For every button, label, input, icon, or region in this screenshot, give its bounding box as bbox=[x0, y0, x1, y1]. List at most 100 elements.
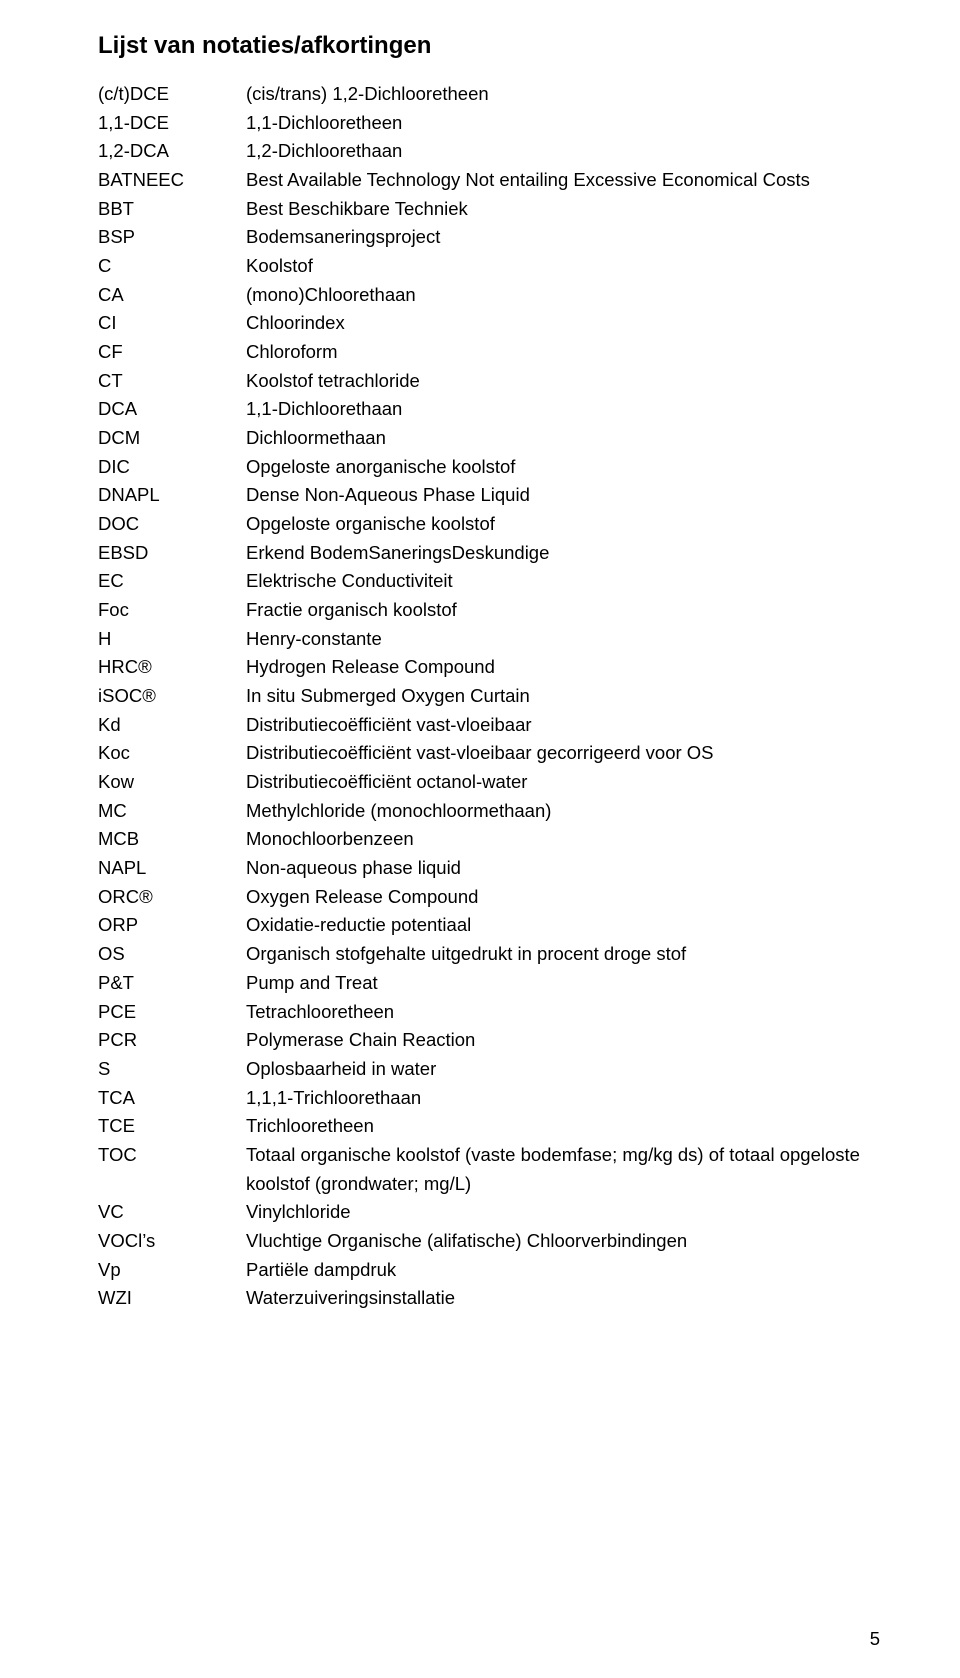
abbreviation-term: BBT bbox=[98, 195, 246, 224]
abbreviation-definition: Fractie organisch koolstof bbox=[246, 596, 880, 625]
abbreviation-term: PCE bbox=[98, 998, 246, 1027]
abbreviation-row: VpPartiële dampdruk bbox=[98, 1256, 880, 1285]
page-number: 5 bbox=[870, 1628, 880, 1650]
abbreviation-term: DOC bbox=[98, 510, 246, 539]
abbreviation-term: TCE bbox=[98, 1112, 246, 1141]
abbreviation-row: MCMethylchloride (monochloormethaan) bbox=[98, 797, 880, 826]
abbreviation-definition: Vinylchloride bbox=[246, 1198, 880, 1227]
abbreviation-definition: Best Beschikbare Techniek bbox=[246, 195, 880, 224]
abbreviation-row: iSOC®In situ Submerged Oxygen Curtain bbox=[98, 682, 880, 711]
abbreviation-definition: Totaal organische koolstof (vaste bodemf… bbox=[246, 1141, 880, 1198]
document-page: Lijst van notaties/afkortingen (c/t)DCE(… bbox=[0, 0, 960, 1678]
abbreviation-term: Kd bbox=[98, 711, 246, 740]
abbreviation-row: ORPOxidatie-reductie potentiaal bbox=[98, 911, 880, 940]
abbreviation-definition: Non-aqueous phase liquid bbox=[246, 854, 880, 883]
abbreviation-row: TCETrichlooretheen bbox=[98, 1112, 880, 1141]
abbreviation-row: BSPBodemsaneringsproject bbox=[98, 223, 880, 252]
abbreviation-row: P&TPump and Treat bbox=[98, 969, 880, 998]
abbreviation-definition: Dense Non-Aqueous Phase Liquid bbox=[246, 481, 880, 510]
abbreviation-term: 1,1-DCE bbox=[98, 109, 246, 138]
abbreviation-term: Koc bbox=[98, 739, 246, 768]
abbreviation-term: NAPL bbox=[98, 854, 246, 883]
abbreviation-term: ORP bbox=[98, 911, 246, 940]
abbreviation-row: DCA1,1-Dichloorethaan bbox=[98, 395, 880, 424]
abbreviation-row: BATNEECBest Available Technology Not ent… bbox=[98, 166, 880, 195]
abbreviation-definition: 1,1,1-Trichloorethaan bbox=[246, 1084, 880, 1113]
abbreviation-term: CF bbox=[98, 338, 246, 367]
abbreviation-term: BATNEEC bbox=[98, 166, 246, 195]
abbreviation-term: C bbox=[98, 252, 246, 281]
abbreviation-term: OS bbox=[98, 940, 246, 969]
abbreviation-row: CA(mono)Chloorethaan bbox=[98, 281, 880, 310]
abbreviation-term: TCA bbox=[98, 1084, 246, 1113]
abbreviation-term: DNAPL bbox=[98, 481, 246, 510]
abbreviation-definition: Polymerase Chain Reaction bbox=[246, 1026, 880, 1055]
abbreviation-definition: 1,1-Dichlooretheen bbox=[246, 109, 880, 138]
abbreviation-term: VOCl’s bbox=[98, 1227, 246, 1256]
abbreviation-term: Kow bbox=[98, 768, 246, 797]
abbreviation-row: CFChloroform bbox=[98, 338, 880, 367]
abbreviation-term: MC bbox=[98, 797, 246, 826]
abbreviation-term: TOC bbox=[98, 1141, 246, 1170]
abbreviation-row: MCBMonochloorbenzeen bbox=[98, 825, 880, 854]
abbreviation-definition: Best Available Technology Not entailing … bbox=[246, 166, 880, 195]
abbreviation-term: CI bbox=[98, 309, 246, 338]
abbreviation-term: HRC® bbox=[98, 653, 246, 682]
abbreviation-definition: Dichloormethaan bbox=[246, 424, 880, 453]
abbreviation-row: DCMDichloormethaan bbox=[98, 424, 880, 453]
abbreviation-definition: Oxygen Release Compound bbox=[246, 883, 880, 912]
abbreviation-term: WZI bbox=[98, 1284, 246, 1313]
abbreviation-term: P&T bbox=[98, 969, 246, 998]
abbreviation-definition: 1,1-Dichloorethaan bbox=[246, 395, 880, 424]
page-title: Lijst van notaties/afkortingen bbox=[98, 32, 880, 60]
abbreviation-row: KowDistributiecoëfficiënt octanol-water bbox=[98, 768, 880, 797]
abbreviation-definition: Bodemsaneringsproject bbox=[246, 223, 880, 252]
abbreviation-term: iSOC® bbox=[98, 682, 246, 711]
abbreviation-definition: Hydrogen Release Compound bbox=[246, 653, 880, 682]
abbreviation-term: BSP bbox=[98, 223, 246, 252]
abbreviation-row: TOCTotaal organische koolstof (vaste bod… bbox=[98, 1141, 880, 1198]
abbreviation-row: KocDistributiecoëfficiënt vast-vloeibaar… bbox=[98, 739, 880, 768]
abbreviation-definition: Partiële dampdruk bbox=[246, 1256, 880, 1285]
abbreviation-term: ORC® bbox=[98, 883, 246, 912]
abbreviation-definition: Oxidatie-reductie potentiaal bbox=[246, 911, 880, 940]
abbreviation-definition: Chloroform bbox=[246, 338, 880, 367]
abbreviation-definition: Oplosbaarheid in water bbox=[246, 1055, 880, 1084]
abbreviation-term: 1,2-DCA bbox=[98, 137, 246, 166]
abbreviation-row: PCRPolymerase Chain Reaction bbox=[98, 1026, 880, 1055]
abbreviation-row: EBSDErkend BodemSaneringsDeskundige bbox=[98, 539, 880, 568]
abbreviation-row: CIChloorindex bbox=[98, 309, 880, 338]
abbreviation-definition: Koolstof tetrachloride bbox=[246, 367, 880, 396]
abbreviation-definition: Distributiecoëfficiënt vast-vloeibaar ge… bbox=[246, 739, 880, 768]
abbreviation-definition: Koolstof bbox=[246, 252, 880, 281]
abbreviation-row: SOplosbaarheid in water bbox=[98, 1055, 880, 1084]
abbreviation-term: CA bbox=[98, 281, 246, 310]
abbreviation-row: WZIWaterzuiveringsinstallatie bbox=[98, 1284, 880, 1313]
abbreviation-row: 1,2-DCA1,2-Dichloorethaan bbox=[98, 137, 880, 166]
abbreviation-row: 1,1-DCE1,1-Dichlooretheen bbox=[98, 109, 880, 138]
abbreviation-definition: Methylchloride (monochloormethaan) bbox=[246, 797, 880, 826]
abbreviation-row: HHenry-constante bbox=[98, 625, 880, 654]
abbreviation-definition: Elektrische Conductiviteit bbox=[246, 567, 880, 596]
abbreviation-definition: Distributiecoëfficiënt vast-vloeibaar bbox=[246, 711, 880, 740]
abbreviation-term: MCB bbox=[98, 825, 246, 854]
abbreviation-definition: Opgeloste anorganische koolstof bbox=[246, 453, 880, 482]
abbreviation-row: DNAPLDense Non-Aqueous Phase Liquid bbox=[98, 481, 880, 510]
abbreviation-definition: 1,2-Dichloorethaan bbox=[246, 137, 880, 166]
abbreviation-definition: Erkend BodemSaneringsDeskundige bbox=[246, 539, 880, 568]
abbreviation-row: VOCl’sVluchtige Organische (alifatische)… bbox=[98, 1227, 880, 1256]
abbreviation-term: DCM bbox=[98, 424, 246, 453]
abbreviation-term: VC bbox=[98, 1198, 246, 1227]
abbreviation-definition: Tetrachlooretheen bbox=[246, 998, 880, 1027]
abbreviation-row: NAPLNon-aqueous phase liquid bbox=[98, 854, 880, 883]
abbreviation-row: ECElektrische Conductiviteit bbox=[98, 567, 880, 596]
abbreviation-definition: Monochloorbenzeen bbox=[246, 825, 880, 854]
abbreviation-term: EBSD bbox=[98, 539, 246, 568]
abbreviation-row: OSOrganisch stofgehalte uitgedrukt in pr… bbox=[98, 940, 880, 969]
abbreviation-term: H bbox=[98, 625, 246, 654]
abbreviation-row: CTKoolstof tetrachloride bbox=[98, 367, 880, 396]
abbreviation-definition: (cis/trans) 1,2-Dichlooretheen bbox=[246, 80, 880, 109]
abbreviation-row: PCETetrachlooretheen bbox=[98, 998, 880, 1027]
abbreviation-row: KdDistributiecoëfficiënt vast-vloeibaar bbox=[98, 711, 880, 740]
abbreviation-row: CKoolstof bbox=[98, 252, 880, 281]
